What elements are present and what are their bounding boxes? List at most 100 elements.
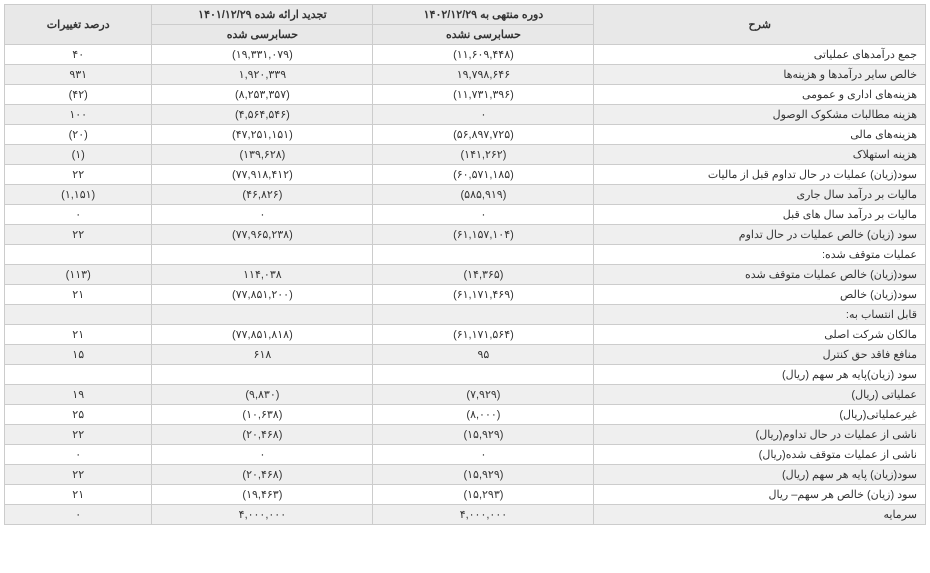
cell-value: (۱۱۳) (5, 265, 152, 285)
col-header-change: درصد تغییرات (5, 5, 152, 45)
cell-value (152, 245, 373, 265)
cell-value: (۱۴۱,۲۶۲) (373, 145, 594, 165)
cell-value: (۱۵,۲۹۳) (373, 485, 594, 505)
cell-value: ۲۱ (5, 325, 152, 345)
table-row: ناشی از عملیات در حال تداوم(ریال)(۱۵,۹۲۹… (5, 425, 926, 445)
cell-value: (۱۵,۹۲۹) (373, 465, 594, 485)
cell-value: (۷۷,۹۶۵,۲۳۸) (152, 225, 373, 245)
cell-desc: ناشی از عملیات متوقف شده(ریال) (594, 445, 926, 465)
cell-value: ۰ (5, 505, 152, 525)
table-row: غیرعملیاتی(ریال)(۸,۰۰۰)(۱۰,۶۳۸)۲۵ (5, 405, 926, 425)
table-row: قابل انتساب به: (5, 305, 926, 325)
cell-value: ۱۰۰ (5, 105, 152, 125)
cell-value: (۱۹,۴۶۳) (152, 485, 373, 505)
cell-value: (۴۲) (5, 85, 152, 105)
cell-desc: منافع فاقد حق کنترل (594, 345, 926, 365)
cell-value: ۲۲ (5, 425, 152, 445)
cell-desc: ناشی از عملیات در حال تداوم(ریال) (594, 425, 926, 445)
cell-value: ۲۲ (5, 465, 152, 485)
cell-value: (۵۶,۸۹۷,۷۲۵) (373, 125, 594, 145)
cell-value: (۱۱,۶۰۹,۴۴۸) (373, 45, 594, 65)
cell-value: ۰ (152, 445, 373, 465)
cell-value (373, 245, 594, 265)
cell-value: (۶۱,۱۷۱,۴۶۹) (373, 285, 594, 305)
cell-value: ۹۵ (373, 345, 594, 365)
cell-value: (۱۹,۳۳۱,۰۷۹) (152, 45, 373, 65)
cell-value: ۲۱ (5, 485, 152, 505)
cell-desc: هزینه‌های مالی (594, 125, 926, 145)
col-header-desc: شرح (594, 5, 926, 45)
cell-value: ۱۹ (5, 385, 152, 405)
cell-value: ۰ (152, 205, 373, 225)
cell-value: ۴,۰۰۰,۰۰۰ (373, 505, 594, 525)
table-row: هزینه مطالبات مشکوک الوصول۰(۴,۵۶۴,۵۴۶)۱۰… (5, 105, 926, 125)
cell-desc: سود(زیان) خالص عملیات متوقف شده (594, 265, 926, 285)
cell-value: (۱۰,۶۳۸) (152, 405, 373, 425)
cell-desc: سود(زیان) عملیات در حال تداوم قبل از مال… (594, 165, 926, 185)
cell-desc: سود (زیان)پایه هر سهم (ریال) (594, 365, 926, 385)
cell-desc: غیرعملیاتی(ریال) (594, 405, 926, 425)
cell-value: ۲۱ (5, 285, 152, 305)
cell-value: ۰ (5, 205, 152, 225)
cell-value: ۲۲ (5, 165, 152, 185)
cell-value: (۶۱,۱۵۷,۱۰۴) (373, 225, 594, 245)
cell-desc: هزینه‌های اداری و عمومی (594, 85, 926, 105)
financial-table: شرح دوره منتهی به ۱۴۰۲/۱۲/۲۹ تجدید ارائه… (4, 4, 926, 525)
cell-value: ۰ (373, 205, 594, 225)
cell-value: (۱,۱۵۱) (5, 185, 152, 205)
cell-value: (۷,۹۲۹) (373, 385, 594, 405)
cell-desc: عملیات متوقف شده: (594, 245, 926, 265)
table-row: سود (زیان) خالص عملیات در حال تداوم(۶۱,۱… (5, 225, 926, 245)
table-row: هزینه استهلاک(۱۴۱,۲۶۲)(۱۳۹,۶۲۸)(۱) (5, 145, 926, 165)
cell-value: ۴۰ (5, 45, 152, 65)
cell-value: (۷۷,۹۱۸,۴۱۲) (152, 165, 373, 185)
cell-desc: هزینه مطالبات مشکوک الوصول (594, 105, 926, 125)
cell-value: ۶۱۸ (152, 345, 373, 365)
cell-value: (۸,۰۰۰) (373, 405, 594, 425)
cell-value (373, 365, 594, 385)
cell-desc: سود(زیان) پایه هر سهم (ریال) (594, 465, 926, 485)
cell-desc: جمع درآمدهای عملیاتی (594, 45, 926, 65)
cell-value: ۲۵ (5, 405, 152, 425)
table-row: خالص سایر درآمدها و هزینه‌ها۱۹,۷۹۸,۶۴۶۱,… (5, 65, 926, 85)
cell-value: (۸,۲۵۳,۳۵۷) (152, 85, 373, 105)
cell-value: (۵۸۵,۹۱۹) (373, 185, 594, 205)
table-row: سود (زیان)پایه هر سهم (ریال) (5, 365, 926, 385)
cell-desc: سود (زیان) خالص هر سهم– ریال (594, 485, 926, 505)
cell-value: (۱۵,۹۲۹) (373, 425, 594, 445)
table-row: عملیاتی (ریال)(۷,۹۲۹)(۹,۸۳۰)۱۹ (5, 385, 926, 405)
cell-value: (۱) (5, 145, 152, 165)
table-header: شرح دوره منتهی به ۱۴۰۲/۱۲/۲۹ تجدید ارائه… (5, 5, 926, 45)
col-header-current: دوره منتهی به ۱۴۰۲/۱۲/۲۹ (373, 5, 594, 25)
cell-value: ۹۳۱ (5, 65, 152, 85)
cell-value: ۰ (373, 105, 594, 125)
table-row: سود(زیان) پایه هر سهم (ریال)(۱۵,۹۲۹)(۲۰,… (5, 465, 926, 485)
cell-value: (۴,۵۶۴,۵۴۶) (152, 105, 373, 125)
cell-value: ۰ (5, 445, 152, 465)
cell-desc: سرمایه (594, 505, 926, 525)
table-row: سرمایه۴,۰۰۰,۰۰۰۴,۰۰۰,۰۰۰۰ (5, 505, 926, 525)
cell-value: (۱۱,۷۳۱,۳۹۶) (373, 85, 594, 105)
cell-value: (۹,۸۳۰) (152, 385, 373, 405)
table-row: سود(زیان) عملیات در حال تداوم قبل از مال… (5, 165, 926, 185)
table-row: ناشی از عملیات متوقف شده(ریال)۰۰۰ (5, 445, 926, 465)
cell-value (5, 245, 152, 265)
cell-value: (۲۰,۴۶۸) (152, 425, 373, 445)
table-row: منافع فاقد حق کنترل۹۵۶۱۸۱۵ (5, 345, 926, 365)
table-row: مالکان شرکت اصلی(۶۱,۱۷۱,۵۶۴)(۷۷,۸۵۱,۸۱۸)… (5, 325, 926, 345)
cell-value: ۲۲ (5, 225, 152, 245)
cell-value (152, 305, 373, 325)
cell-value: ۱۱۴,۰۳۸ (152, 265, 373, 285)
cell-desc: مالیات بر درآمد سال جاری (594, 185, 926, 205)
cell-value: (۷۷,۸۵۱,۲۰۰) (152, 285, 373, 305)
cell-value: (۲۰) (5, 125, 152, 145)
col-header-current-audit: حسابرسی نشده (373, 25, 594, 45)
cell-value: (۴۷,۲۵۱,۱۵۱) (152, 125, 373, 145)
cell-value (152, 365, 373, 385)
col-header-prev-audit: حسابرسی شده (152, 25, 373, 45)
cell-value: ۱۹,۷۹۸,۶۴۶ (373, 65, 594, 85)
table-row: هزینه‌های اداری و عمومی(۱۱,۷۳۱,۳۹۶)(۸,۲۵… (5, 85, 926, 105)
cell-value: (۱۳۹,۶۲۸) (152, 145, 373, 165)
table-row: عملیات متوقف شده: (5, 245, 926, 265)
col-header-prev: تجدید ارائه شده ۱۴۰۱/۱۲/۲۹ (152, 5, 373, 25)
